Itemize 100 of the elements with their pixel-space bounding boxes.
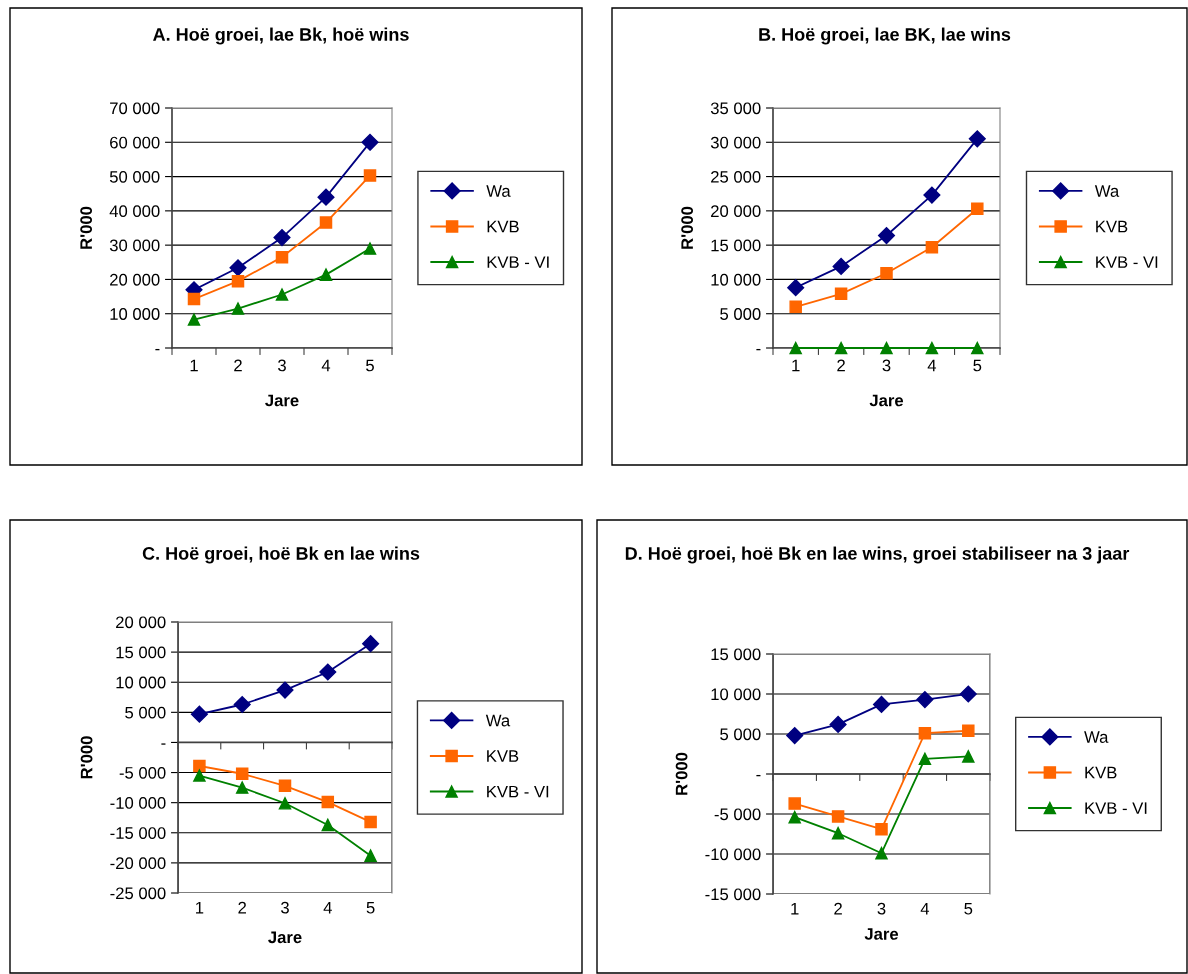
y-axis-title: R'000 [675,752,688,795]
point [276,681,294,699]
point [193,769,206,782]
point [834,287,848,301]
legend-label: KVB [487,220,519,233]
point [875,822,888,836]
y-tick-label: -5 000 [714,808,761,821]
point [829,715,847,733]
point [880,267,893,280]
point [363,169,377,182]
y-tick-label: 15 000 [711,648,761,661]
point [317,188,335,206]
point [789,341,802,355]
x-tick-label: 1 [791,902,799,915]
x-axis-title: Jare [869,394,904,407]
point [831,810,845,823]
y-tick-label: -15 000 [705,888,761,901]
point [362,635,380,653]
point [319,663,337,681]
point [877,226,896,245]
legend-label: KVB [1085,766,1117,779]
x-tick-label: 2 [837,359,845,372]
point [831,826,845,840]
y-tick-label: 20 000 [110,273,160,286]
legend-label: Wa [485,714,511,727]
chart-title: D. Hoë groei, hoë Bk en lae wins, groei stabiliseer na 3 jaar [625,546,1130,564]
point [321,795,335,809]
legend-label: KVB - VI [487,785,549,798]
point [789,300,802,314]
point [959,685,977,703]
x-tick-label: 2 [238,901,246,914]
x-tick-label: 3 [281,901,289,914]
y-tick-label: 20 000 [711,205,761,218]
point [872,695,891,713]
y-tick-label: 5 000 [125,706,166,719]
point [925,240,939,254]
point [786,727,804,745]
x-tick-label: 4 [321,359,331,372]
y-tick-label: - [161,743,166,745]
x-tick-label: 2 [234,359,242,372]
y-tick-label: -10 000 [110,797,166,809]
point [229,259,247,277]
point [971,202,984,216]
point [364,849,377,862]
legend-label: Wa [486,185,511,197]
point [187,313,201,326]
x-tick-label: 4 [927,359,937,372]
x-axis-title: Jare [864,928,899,940]
y-tick-label: 20 000 [116,616,166,629]
x-tick-label: 1 [196,901,204,914]
point [275,250,289,264]
x-tick-label: 3 [278,359,286,372]
point [832,257,850,275]
legend-label: Wa [1094,185,1120,197]
chart-title: B. Hoë groei, lae BK, lae wins [759,27,1011,45]
point [834,341,848,355]
y-tick-label: 10 000 [116,676,166,689]
x-tick-label: 2 [834,902,842,915]
chart-title: A. Hoë groei, lae Bk, hoë wins [153,27,409,45]
y-tick-label: 10 000 [110,308,160,320]
y-tick-label: 30 000 [109,239,160,252]
y-tick-label: - [155,348,160,351]
y-tick-label: 5 000 [720,728,761,741]
x-tick-label: 5 [366,901,375,914]
point [918,752,932,766]
point [787,279,805,297]
y-tick-label: 10 000 [711,273,761,286]
x-tick-label: 1 [792,359,800,372]
point [319,268,333,281]
y-axis-title: R'000 [80,736,93,779]
point [364,815,377,829]
y-tick-label: 30 000 [710,136,761,149]
x-axis-title: Jare [268,931,302,944]
x-tick-label: 5 [964,902,973,915]
point [275,288,289,301]
y-tick-label: - [756,774,761,777]
point [968,130,986,148]
x-axis-title: Jare [265,394,299,407]
y-tick-label: 5 000 [720,308,761,320]
point [916,691,934,709]
y-axis-title: R'000 [681,206,694,249]
point [918,726,932,740]
point [363,242,377,255]
point [962,724,975,738]
y-tick-label: 15 000 [711,239,761,252]
x-tick-label: 4 [323,901,332,914]
y-axis-title: R'000 [80,206,93,249]
point [923,186,941,204]
x-tick-label: 1 [190,359,198,372]
y-tick-label: 25 000 [711,170,761,183]
y-tick-label: 60 000 [110,136,160,149]
legend-label: KVB [487,750,519,762]
point [321,818,335,832]
y-tick-label: - [756,348,761,351]
point [361,133,379,151]
point [880,341,893,355]
point [962,750,975,763]
y-tick-label: -20 000 [110,857,166,870]
point [231,274,245,288]
point [875,846,888,860]
